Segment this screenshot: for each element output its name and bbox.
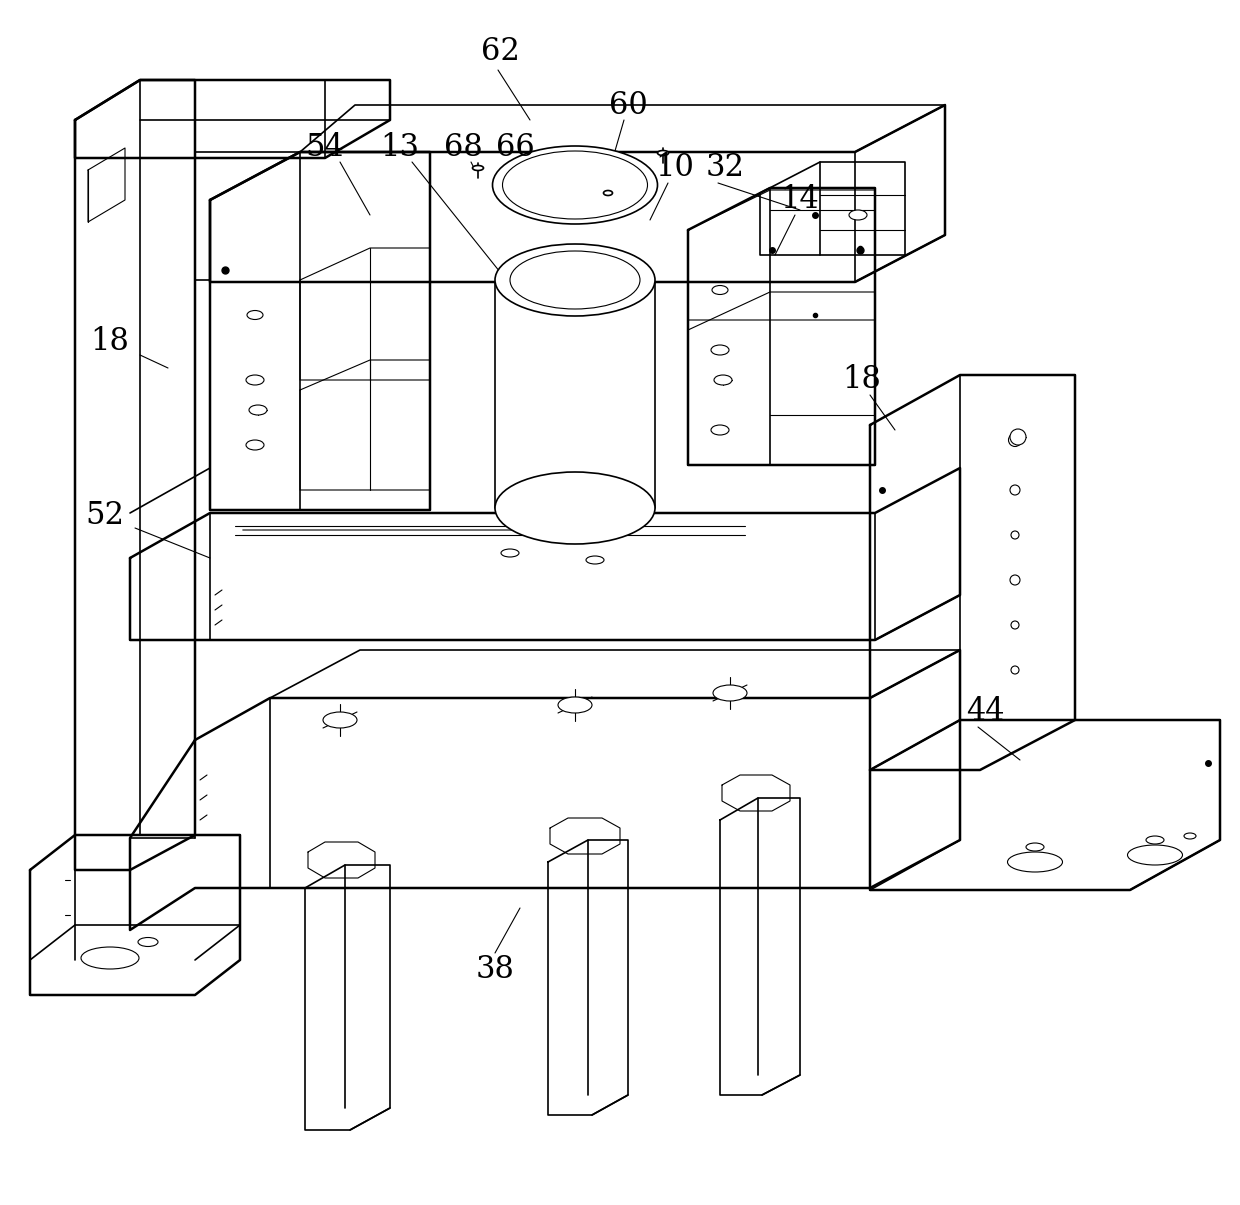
Ellipse shape [1011, 666, 1019, 674]
Polygon shape [74, 80, 195, 870]
Polygon shape [551, 818, 620, 854]
Ellipse shape [558, 696, 591, 713]
Text: 38: 38 [476, 954, 515, 986]
Ellipse shape [1008, 434, 1022, 447]
Polygon shape [688, 188, 875, 465]
Ellipse shape [1184, 833, 1197, 839]
Ellipse shape [249, 405, 267, 415]
Polygon shape [688, 190, 875, 321]
Ellipse shape [495, 472, 655, 543]
Ellipse shape [1011, 575, 1021, 584]
Ellipse shape [247, 311, 263, 319]
Polygon shape [88, 148, 125, 222]
Polygon shape [74, 80, 391, 158]
Ellipse shape [138, 937, 157, 946]
Text: 14: 14 [781, 184, 820, 216]
Polygon shape [688, 292, 875, 465]
Text: 52: 52 [86, 500, 124, 530]
Polygon shape [722, 775, 790, 811]
Polygon shape [210, 152, 430, 510]
Ellipse shape [587, 556, 604, 564]
Ellipse shape [1011, 429, 1025, 445]
Ellipse shape [714, 375, 732, 386]
Text: 44: 44 [966, 696, 1004, 728]
Ellipse shape [495, 243, 655, 316]
Ellipse shape [712, 286, 728, 294]
Ellipse shape [657, 151, 668, 155]
Polygon shape [305, 865, 391, 1130]
Text: 60: 60 [609, 89, 647, 121]
Polygon shape [308, 842, 374, 878]
Ellipse shape [1007, 852, 1063, 872]
Polygon shape [30, 835, 241, 995]
Ellipse shape [322, 712, 357, 728]
Ellipse shape [1127, 845, 1183, 865]
Polygon shape [300, 248, 430, 380]
Ellipse shape [849, 210, 867, 221]
Polygon shape [130, 649, 960, 930]
Text: 62: 62 [481, 36, 520, 67]
Ellipse shape [1025, 844, 1044, 851]
Ellipse shape [501, 549, 520, 557]
Text: 66: 66 [496, 133, 534, 164]
Ellipse shape [1011, 621, 1019, 629]
Ellipse shape [711, 425, 729, 435]
Ellipse shape [492, 146, 657, 224]
Ellipse shape [81, 947, 139, 969]
Polygon shape [300, 105, 945, 152]
Polygon shape [548, 840, 627, 1115]
Text: 32: 32 [706, 153, 744, 183]
Ellipse shape [1011, 531, 1019, 539]
Ellipse shape [711, 345, 729, 355]
Ellipse shape [1011, 484, 1021, 495]
Polygon shape [720, 798, 800, 1095]
Ellipse shape [246, 375, 264, 386]
Ellipse shape [502, 151, 647, 219]
Polygon shape [870, 375, 1075, 770]
Polygon shape [270, 649, 960, 698]
Polygon shape [870, 721, 1220, 890]
Ellipse shape [713, 684, 746, 701]
Text: 68: 68 [444, 133, 482, 164]
Ellipse shape [246, 440, 264, 449]
Text: 10: 10 [656, 153, 694, 183]
Polygon shape [760, 161, 905, 255]
Ellipse shape [604, 190, 613, 195]
Polygon shape [210, 105, 945, 282]
Text: 18: 18 [91, 327, 129, 358]
Ellipse shape [510, 251, 640, 308]
Ellipse shape [472, 165, 484, 170]
Polygon shape [300, 360, 430, 490]
Text: 54: 54 [305, 133, 345, 164]
Ellipse shape [1146, 836, 1164, 844]
Polygon shape [130, 468, 960, 640]
Text: 18: 18 [842, 364, 882, 395]
Text: 13: 13 [381, 133, 419, 164]
